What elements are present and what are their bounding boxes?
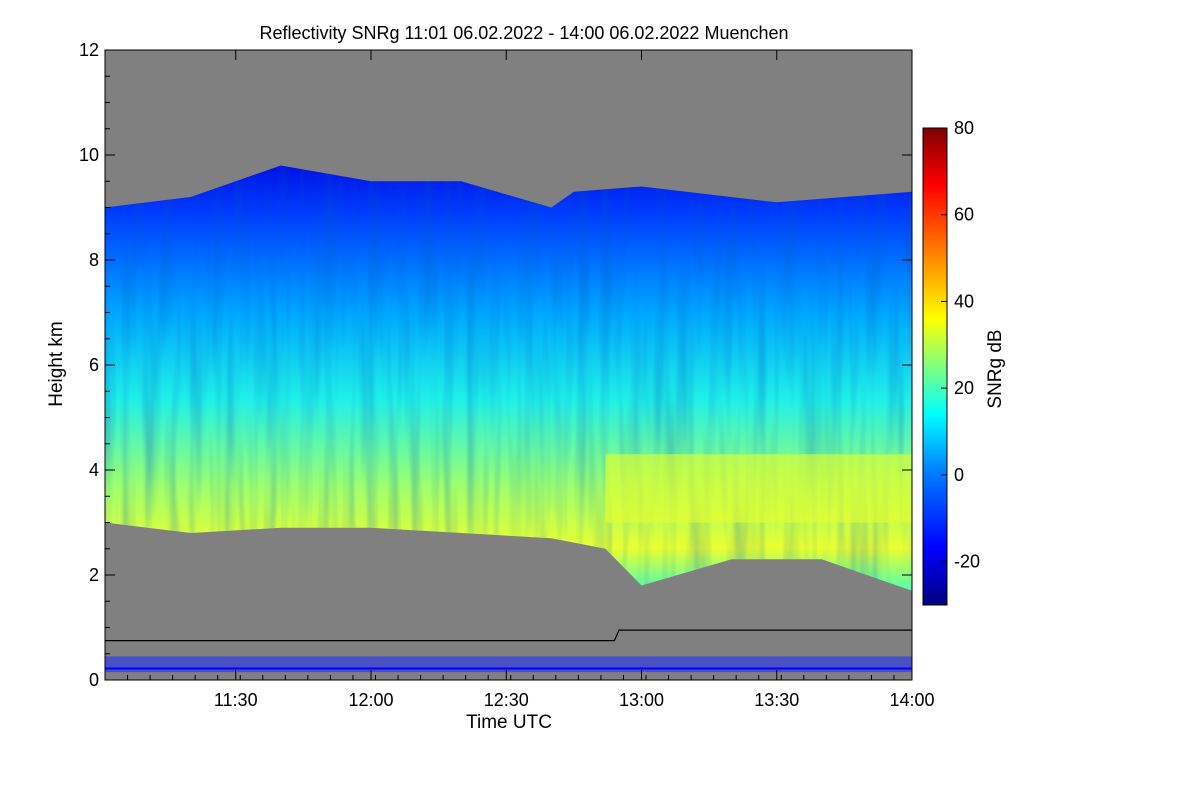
x-tick-label: 12:30 xyxy=(484,690,529,710)
y-tick-label: 4 xyxy=(89,460,99,480)
max-snr-layer xyxy=(605,454,912,523)
y-tick-label: 0 xyxy=(89,670,99,690)
x-tick-label: 14:00 xyxy=(889,690,934,710)
ground-clutter-band xyxy=(105,656,912,673)
reference-line xyxy=(105,629,912,642)
x-tick-label: 11:30 xyxy=(214,690,258,710)
colorbar-tick-label: -20 xyxy=(954,552,980,572)
x-tick-label: 12:00 xyxy=(348,690,393,710)
y-tick-label: 6 xyxy=(89,355,99,375)
y-axis-label: Height km xyxy=(46,321,67,407)
y-tick-label: 12 xyxy=(79,40,99,60)
axes: 11:30 12:00 12:30 13:00 13:30 14:00 0 2 4 6 8 10 12 xyxy=(79,40,935,710)
x-axis-label: Time UTC xyxy=(466,712,552,733)
colorbar-tick-label: 40 xyxy=(954,291,974,311)
y-tick-label: 10 xyxy=(79,145,99,165)
x-tick-label: 13:30 xyxy=(754,690,799,710)
colorbar-tick-label: 20 xyxy=(954,378,974,398)
y-tick-label: 8 xyxy=(89,250,99,270)
colorbar-tick-label: 60 xyxy=(954,205,974,225)
x-tick-label: 13:00 xyxy=(619,690,664,710)
colorbar: -20 0 20 40 60 80 xyxy=(922,118,980,606)
y-tick-label: 2 xyxy=(89,565,99,585)
plot-area xyxy=(105,50,912,680)
colorbar-label: SNRg dB xyxy=(985,329,1006,408)
colorbar-tick-label: 80 xyxy=(954,118,974,138)
colorbar-gradient xyxy=(922,127,948,606)
chart-title: Reflectivity SNRg 11:01 06.02.2022 - 14:… xyxy=(259,23,788,43)
colorbar-tick-label: 0 xyxy=(954,465,964,485)
echo-texture xyxy=(105,165,912,591)
